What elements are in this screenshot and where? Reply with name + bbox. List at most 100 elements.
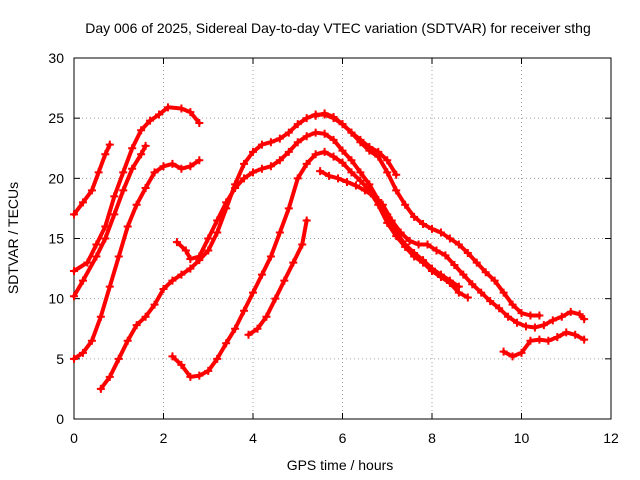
data-point [396,228,405,237]
data-point [105,372,114,381]
data-point [186,254,195,263]
data-point [159,162,168,171]
y-tick-label: 20 [48,170,64,186]
data-point [181,246,190,255]
data-point [530,323,539,332]
data-point [468,280,477,289]
data-point [159,285,168,294]
data-point [186,372,195,381]
data-point [132,200,141,209]
data-point [472,258,481,267]
series-line [98,112,399,391]
y-tick-label: 30 [48,50,64,66]
data-point [383,218,392,227]
data-point [428,224,436,233]
series-s7 [168,147,472,381]
data-point [302,159,311,168]
data-point [338,158,347,167]
data-point [508,300,517,309]
series-s10 [316,167,589,332]
data-point [253,324,262,333]
series-line [246,218,309,337]
data-point [195,118,204,127]
data-point [92,252,101,261]
data-point [445,279,454,288]
data-point [150,168,159,177]
data-point [204,366,213,375]
chart-title: Day 006 of 2025, Sidereal Day-to-day VTE… [85,20,591,36]
data-point [414,240,423,249]
data-point [146,116,155,125]
x-tick-label: 6 [339,430,347,446]
data-point [580,335,589,344]
data-point [94,168,103,177]
data-point [419,258,428,267]
data-point [114,354,123,363]
data-point [123,222,132,231]
data-point [441,251,450,260]
data-point [526,336,535,345]
data-point [240,174,249,183]
data-point [481,268,490,277]
data-point [266,162,275,171]
data-point [351,181,360,190]
data-point [284,147,293,156]
data-point [548,316,557,325]
data-point [150,300,159,309]
data-point [320,147,329,156]
data-point [83,258,92,267]
series-s9 [311,109,544,320]
data-point [195,371,204,380]
data-point [360,186,369,195]
data-point [110,210,119,219]
data-point [387,216,396,225]
data-point [257,164,266,173]
data-point [195,156,204,165]
data-point [137,126,146,135]
data-point [70,292,78,301]
data-point [311,128,320,137]
data-point [177,360,186,369]
data-point [123,336,132,345]
data-point [257,140,266,149]
data-point [186,162,195,171]
data-point [177,164,186,173]
data-point [383,168,392,177]
data-point [119,168,128,177]
data-point [365,146,374,155]
data-point [168,352,177,361]
data-point [450,260,459,269]
data-point [338,120,347,129]
data-point [271,294,280,303]
x-tick-label: 10 [514,430,530,446]
y-tick-label: 15 [48,231,64,247]
data-point [575,310,584,319]
data-point [334,174,343,183]
data-point [374,152,383,161]
series-s3 [70,141,150,301]
data-point [266,138,275,147]
data-point [168,159,177,168]
data-point [96,312,105,321]
x-axis-label: GPS time / hours [287,457,394,473]
data-point [521,322,530,331]
series-s1 [70,140,114,219]
data-point [338,146,347,155]
data-point [508,352,517,361]
data-point [504,312,513,321]
data-point [302,114,311,123]
data-point [275,156,284,165]
x-tick-label: 0 [70,430,78,446]
data-point [70,266,78,275]
data-point [356,176,365,185]
data-point [249,168,257,177]
data-point [445,234,454,243]
data-point [284,204,293,213]
data-point [320,129,329,138]
data-point [204,246,213,255]
data-point [347,128,356,137]
data-point [249,288,257,297]
data-point [499,347,508,356]
data-point [347,156,356,165]
